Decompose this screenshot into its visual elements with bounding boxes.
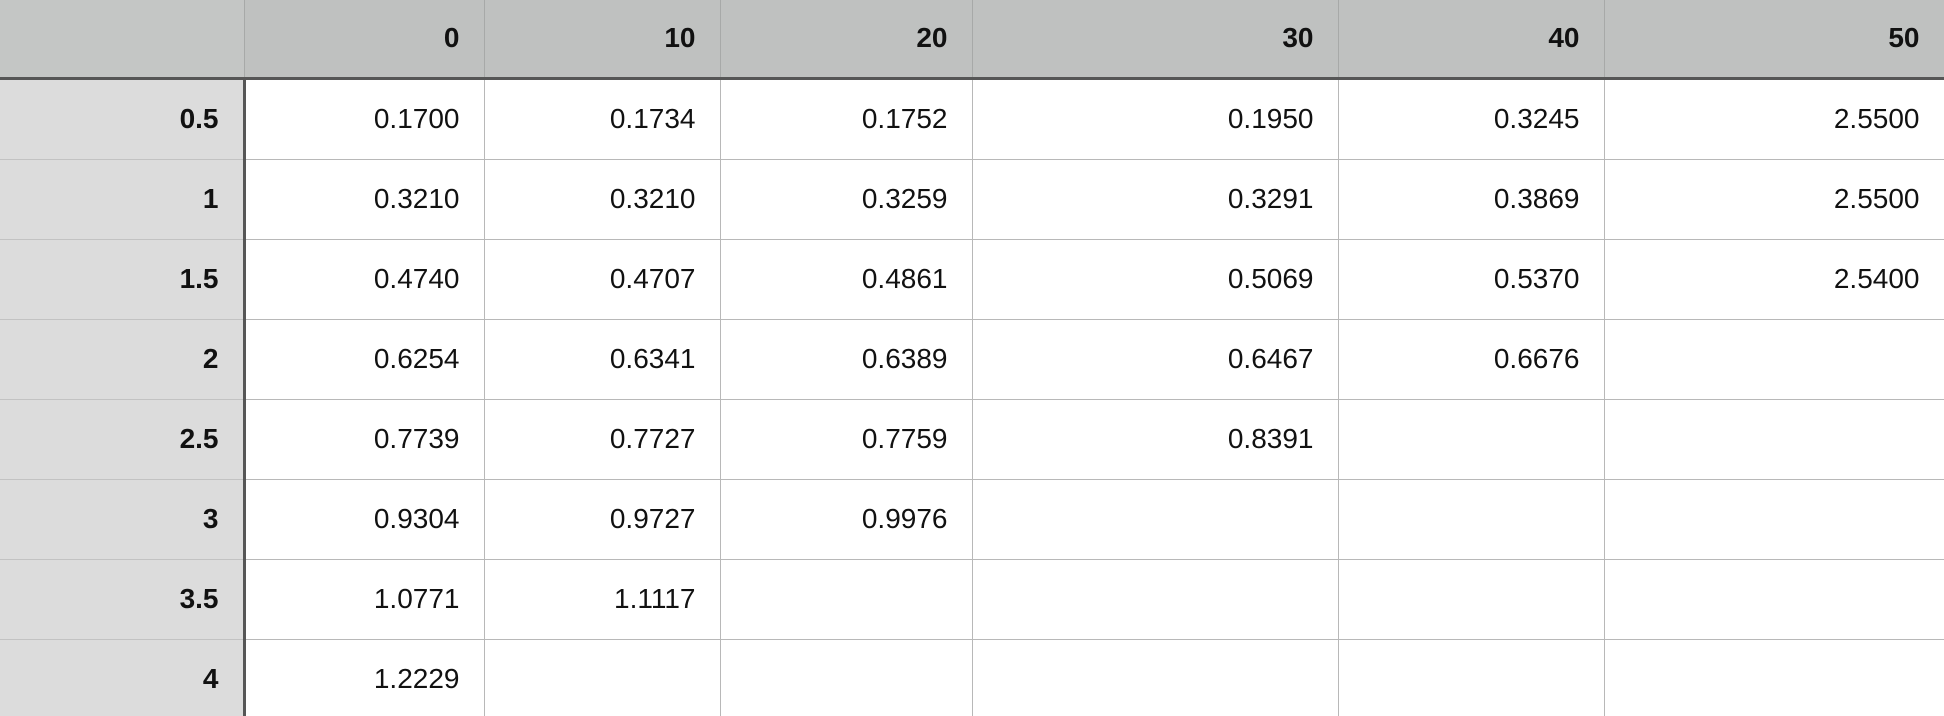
table-cell[interactable]: 2.5500 — [1604, 159, 1944, 240]
column-header-30[interactable]: 30 — [972, 0, 1339, 80]
table-row: 0.5 0.1700 0.1734 0.1752 0.1950 0.3245 2… — [0, 78, 1944, 160]
table-cell[interactable]: 0.1950 — [972, 78, 1339, 160]
table-cell[interactable]: 2.5400 — [1604, 239, 1944, 320]
column-header-40[interactable]: 40 — [1338, 0, 1605, 80]
column-header-50[interactable]: 50 — [1604, 0, 1944, 80]
table-cell[interactable]: 0.1734 — [484, 78, 721, 160]
column-header-20[interactable]: 20 — [720, 0, 973, 80]
table-row: 4 1.2229 — [0, 639, 1944, 716]
table-cell[interactable] — [1338, 559, 1605, 640]
corner-header-cell[interactable] — [0, 0, 245, 80]
table-cell[interactable] — [972, 639, 1339, 716]
table-cell[interactable]: 0.4861 — [720, 239, 973, 320]
table-cell[interactable]: 0.8391 — [972, 399, 1339, 480]
table-cell[interactable]: 0.9304 — [244, 479, 485, 560]
table-cell[interactable]: 1.1117 — [484, 559, 721, 640]
table-cell[interactable]: 0.1700 — [244, 78, 485, 160]
table-row: 1 0.3210 0.3210 0.3259 0.3291 0.3869 2.5… — [0, 159, 1944, 240]
table-cell[interactable]: 0.7739 — [244, 399, 485, 480]
table-cell[interactable] — [972, 559, 1339, 640]
table-cell[interactable]: 0.6341 — [484, 319, 721, 400]
table-cell[interactable]: 0.3210 — [484, 159, 721, 240]
table-cell[interactable]: 0.6389 — [720, 319, 973, 400]
table-cell[interactable] — [972, 479, 1339, 560]
row-header[interactable]: 1 — [0, 159, 246, 240]
row-header[interactable]: 2.5 — [0, 399, 246, 480]
table-cell[interactable]: 0.6254 — [244, 319, 485, 400]
row-header[interactable]: 2 — [0, 319, 246, 400]
table-cell[interactable]: 0.1752 — [720, 78, 973, 160]
table-cell[interactable]: 0.9727 — [484, 479, 721, 560]
table-cell[interactable]: 0.3259 — [720, 159, 973, 240]
table-cell[interactable] — [1604, 639, 1944, 716]
column-header-0[interactable]: 0 — [244, 0, 485, 80]
table-cell[interactable] — [1338, 639, 1605, 716]
column-header-10[interactable]: 10 — [484, 0, 721, 80]
table-cell[interactable]: 0.3291 — [972, 159, 1339, 240]
table-cell[interactable]: 2.5500 — [1604, 78, 1944, 160]
table-cell[interactable]: 0.7727 — [484, 399, 721, 480]
row-header[interactable]: 3.5 — [0, 559, 246, 640]
column-header-row: 0 10 20 30 40 50 — [0, 0, 1944, 80]
table-cell[interactable]: 0.5370 — [1338, 239, 1605, 320]
table-cell[interactable]: 0.6467 — [972, 319, 1339, 400]
table-row: 3 0.9304 0.9727 0.9976 — [0, 479, 1944, 560]
table-cell[interactable]: 0.4707 — [484, 239, 721, 320]
table-cell[interactable] — [1338, 479, 1605, 560]
table-cell[interactable]: 0.4740 — [244, 239, 485, 320]
table-cell[interactable]: 0.9976 — [720, 479, 973, 560]
table-row: 1.5 0.4740 0.4707 0.4861 0.5069 0.5370 2… — [0, 239, 1944, 320]
table-cell[interactable] — [1338, 399, 1605, 480]
row-header[interactable]: 0.5 — [0, 78, 246, 160]
table-cell[interactable]: 0.7759 — [720, 399, 973, 480]
table-cell[interactable]: 1.0771 — [244, 559, 485, 640]
table-cell[interactable]: 0.5069 — [972, 239, 1339, 320]
table-row: 3.5 1.0771 1.1117 — [0, 559, 1944, 640]
table-row: 2.5 0.7739 0.7727 0.7759 0.8391 — [0, 399, 1944, 480]
table-cell[interactable] — [1604, 399, 1944, 480]
table-cell[interactable] — [1604, 479, 1944, 560]
table-cell[interactable] — [1604, 559, 1944, 640]
table-cell[interactable]: 0.3245 — [1338, 78, 1605, 160]
row-header[interactable]: 4 — [0, 639, 246, 716]
row-header[interactable]: 3 — [0, 479, 246, 560]
row-header[interactable]: 1.5 — [0, 239, 246, 320]
table-cell[interactable]: 1.2229 — [244, 639, 485, 716]
table-cell[interactable] — [720, 639, 973, 716]
table-cell[interactable] — [720, 559, 973, 640]
table-cell[interactable]: 0.3869 — [1338, 159, 1605, 240]
table-cell[interactable] — [484, 639, 721, 716]
table-cell[interactable]: 0.6676 — [1338, 319, 1605, 400]
table-row: 2 0.6254 0.6341 0.6389 0.6467 0.6676 — [0, 319, 1944, 400]
table-cell[interactable]: 0.3210 — [244, 159, 485, 240]
table-cell[interactable] — [1604, 319, 1944, 400]
